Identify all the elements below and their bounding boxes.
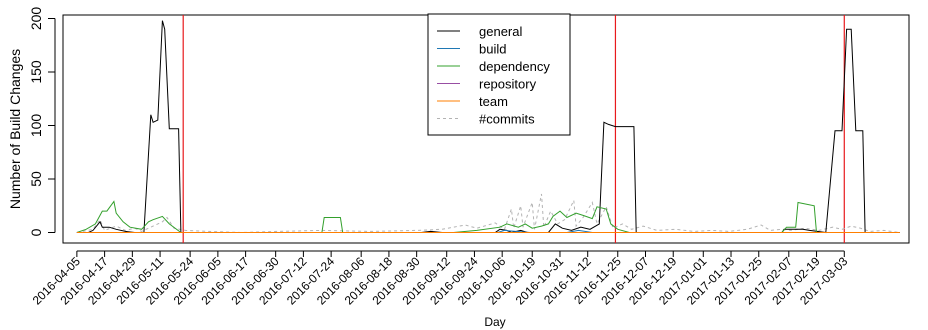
legend-label: team — [479, 94, 508, 109]
legend: general build dependency repository team #com… — [427, 13, 571, 136]
series-line-dependency — [76, 200, 900, 233]
y-tick-label: 100 — [28, 114, 44, 138]
y-axis-label: Number of Build Changes — [7, 49, 23, 209]
x-axis-label: Day — [484, 315, 505, 329]
legend-label: #commits — [479, 112, 535, 127]
legend-label: general — [479, 24, 522, 39]
y-tick-label: 50 — [28, 171, 44, 187]
y-tick-label: 0 — [28, 228, 44, 236]
legend-label: build — [479, 42, 506, 57]
legend-label: dependency — [479, 59, 550, 74]
legend-box — [427, 13, 571, 136]
y-tick-label: 200 — [28, 7, 44, 31]
legend-label: repository — [479, 77, 537, 92]
series-line-commits — [76, 193, 900, 234]
y-tick-label: 150 — [28, 60, 44, 84]
